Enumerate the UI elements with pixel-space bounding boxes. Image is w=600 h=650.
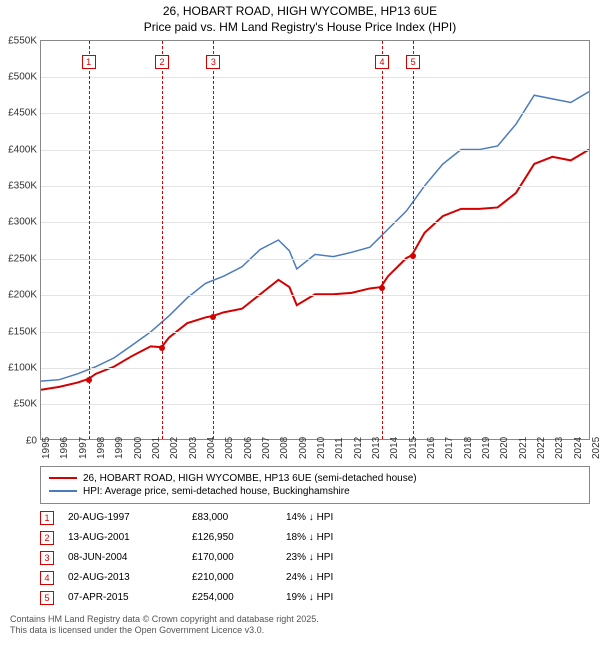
- chart-plot: £0£50K£100K£150K£200K£250K£300K£350K£400…: [40, 40, 590, 440]
- sale-price: £254,000: [192, 592, 272, 603]
- y-axis-label: £200K: [1, 290, 37, 301]
- legend-row: HPI: Average price, semi-detached house,…: [49, 486, 581, 497]
- y-axis-label: £350K: [1, 181, 37, 192]
- sale-marker-dot: [210, 314, 216, 320]
- sale-marker-dot: [410, 253, 416, 259]
- sale-price: £170,000: [192, 552, 272, 563]
- sale-date: 08-JUN-2004: [68, 552, 178, 563]
- sale-marker-box: 3: [206, 55, 220, 69]
- sale-number-box: 1: [40, 511, 54, 525]
- chart-legend: 26, HOBART ROAD, HIGH WYCOMBE, HP13 6UE …: [40, 466, 590, 504]
- gridline-h: [41, 150, 589, 151]
- sales-table: 1 20-AUG-1997 £83,000 14% ↓ HPI 2 13-AUG-2001…: [40, 508, 590, 608]
- y-axis-label: £500K: [1, 71, 37, 82]
- chart-area: £0£50K£100K£150K£200K£250K£300K£350K£400…: [40, 40, 590, 460]
- sale-number-box: 4: [40, 571, 54, 585]
- footer-attribution: Contains HM Land Registry data © Crown c…: [10, 614, 590, 637]
- chart-subtitle: Price paid vs. HM Land Registry's House …: [0, 20, 600, 34]
- sale-marker-box: 1: [82, 55, 96, 69]
- sale-marker-line: [413, 41, 414, 439]
- y-axis-label: £150K: [1, 326, 37, 337]
- sale-price: £126,950: [192, 532, 272, 543]
- sale-number-box: 5: [40, 591, 54, 605]
- sale-date: 07-APR-2015: [68, 592, 178, 603]
- sale-diff: 14% ↓ HPI: [286, 512, 386, 523]
- gridline-h: [41, 295, 589, 296]
- gridline-h: [41, 368, 589, 369]
- y-axis-label: £100K: [1, 362, 37, 373]
- sale-table-row: 2 13-AUG-2001 £126,950 18% ↓ HPI: [40, 528, 590, 548]
- sale-diff: 23% ↓ HPI: [286, 552, 386, 563]
- gridline-h: [41, 113, 589, 114]
- legend-label: HPI: Average price, semi-detached house,…: [83, 486, 350, 497]
- legend-swatch: [49, 490, 77, 492]
- sale-marker-box: 2: [155, 55, 169, 69]
- footer-line-1: Contains HM Land Registry data © Crown c…: [10, 614, 590, 626]
- sale-marker-line: [162, 41, 163, 439]
- chart-lines: [41, 41, 589, 439]
- y-axis-label: £450K: [1, 108, 37, 119]
- sale-marker-dot: [86, 377, 92, 383]
- sale-diff: 24% ↓ HPI: [286, 572, 386, 583]
- sale-table-row: 1 20-AUG-1997 £83,000 14% ↓ HPI: [40, 508, 590, 528]
- y-axis-label: £400K: [1, 144, 37, 155]
- sale-table-row: 3 08-JUN-2004 £170,000 23% ↓ HPI: [40, 548, 590, 568]
- sale-marker-dot: [159, 345, 165, 351]
- y-axis-label: £300K: [1, 217, 37, 228]
- y-axis-label: £250K: [1, 253, 37, 264]
- sale-date: 02-AUG-2013: [68, 572, 178, 583]
- sale-marker-box: 4: [375, 55, 389, 69]
- gridline-h: [41, 332, 589, 333]
- y-axis-label: £50K: [1, 399, 37, 410]
- gridline-h: [41, 404, 589, 405]
- y-axis-label: £550K: [1, 35, 37, 46]
- sale-date: 20-AUG-1997: [68, 512, 178, 523]
- sale-price: £83,000: [192, 512, 272, 523]
- legend-swatch: [49, 477, 77, 479]
- gridline-h: [41, 222, 589, 223]
- sale-marker-line: [213, 41, 214, 439]
- sale-diff: 19% ↓ HPI: [286, 592, 386, 603]
- sale-table-row: 5 07-APR-2015 £254,000 19% ↓ HPI: [40, 588, 590, 608]
- chart-title: 26, HOBART ROAD, HIGH WYCOMBE, HP13 6UE: [0, 0, 600, 20]
- sale-marker-box: 5: [406, 55, 420, 69]
- sale-number-box: 3: [40, 551, 54, 565]
- gridline-h: [41, 77, 589, 78]
- sale-price: £210,000: [192, 572, 272, 583]
- gridline-h: [41, 186, 589, 187]
- sale-number-box: 2: [40, 531, 54, 545]
- sale-date: 13-AUG-2001: [68, 532, 178, 543]
- y-axis-label: £0: [1, 435, 37, 446]
- sale-diff: 18% ↓ HPI: [286, 532, 386, 543]
- legend-label: 26, HOBART ROAD, HIGH WYCOMBE, HP13 6UE …: [83, 473, 417, 484]
- legend-row: 26, HOBART ROAD, HIGH WYCOMBE, HP13 6UE …: [49, 473, 581, 484]
- gridline-h: [41, 259, 589, 260]
- sale-table-row: 4 02-AUG-2013 £210,000 24% ↓ HPI: [40, 568, 590, 588]
- sale-marker-dot: [379, 285, 385, 291]
- footer-line-2: This data is licensed under the Open Gov…: [10, 625, 590, 637]
- chart-series-line: [41, 91, 589, 380]
- sale-marker-line: [382, 41, 383, 439]
